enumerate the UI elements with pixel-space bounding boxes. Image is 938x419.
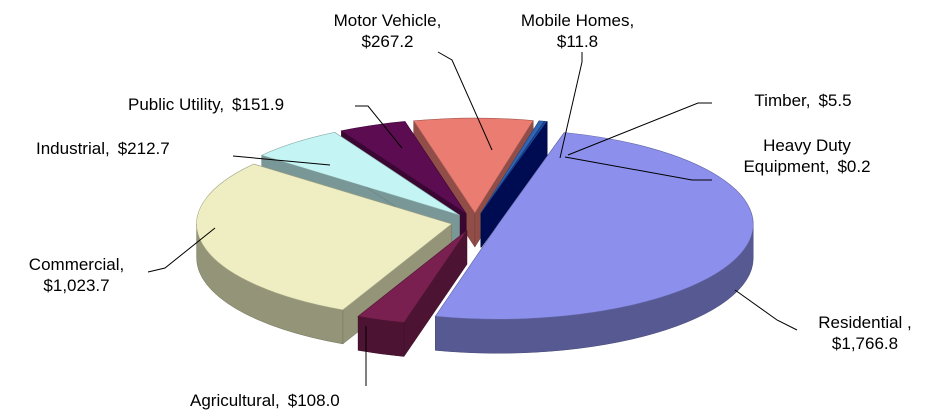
- value-label: $11.8: [556, 32, 599, 51]
- slice: [357, 230, 468, 323]
- slice-label: Public Utility, $151.9: [128, 94, 368, 115]
- slice-label: Industrial, $212.7: [36, 138, 246, 159]
- slice: [480, 120, 545, 214]
- category-label: Agricultural,: [190, 391, 280, 410]
- category-label: Heavy Duty Equipment,: [743, 136, 851, 176]
- category-label: Residential ,: [818, 313, 912, 332]
- category-label: Motor Vehicle,: [333, 11, 442, 30]
- slice: [196, 163, 453, 311]
- category-label: Commercial,: [28, 255, 125, 274]
- slice-label: Commercial, $1,023.7: [4, 254, 149, 296]
- slice: [340, 121, 467, 214]
- slice: [413, 117, 534, 214]
- value-label: $1,023.7: [43, 276, 110, 295]
- value-label: $5.5: [818, 91, 852, 110]
- value-label: $108.0: [287, 391, 340, 410]
- slice: [480, 121, 548, 214]
- value-label: $267.2: [361, 32, 414, 51]
- value-label: $1,766.8: [831, 334, 899, 353]
- leader-line: [147, 227, 216, 273]
- slice-label: Timber, $5.5: [698, 90, 908, 111]
- value-label: $151.9: [232, 95, 285, 114]
- slice-label: Motor Vehicle, $267.2: [300, 10, 475, 52]
- slice-label: Mobile Homes, $11.8: [495, 10, 660, 52]
- category-label: Mobile Homes,: [520, 11, 635, 30]
- category-label: Public Utility,: [128, 95, 225, 114]
- slice: [434, 132, 754, 320]
- slice-side: [357, 316, 405, 357]
- leader-line: [355, 105, 403, 149]
- value-label: $0.2: [837, 157, 871, 176]
- leader-line: [559, 52, 583, 159]
- leader-line: [232, 155, 331, 166]
- leader-line: [734, 289, 798, 331]
- leader-line: [437, 51, 493, 151]
- value-label: $212.7: [117, 139, 170, 158]
- category-label: Industrial,: [36, 139, 110, 158]
- leader-line: [564, 156, 712, 181]
- slice: [260, 131, 460, 216]
- slice-label: Agricultural, $108.0: [190, 390, 430, 411]
- slice-label: Heavy Duty Equipment, $0.2: [712, 135, 902, 177]
- category-label: Timber,: [754, 91, 811, 110]
- slice-label: Residential , $1,766.8: [795, 312, 935, 354]
- leader-line: [567, 102, 712, 156]
